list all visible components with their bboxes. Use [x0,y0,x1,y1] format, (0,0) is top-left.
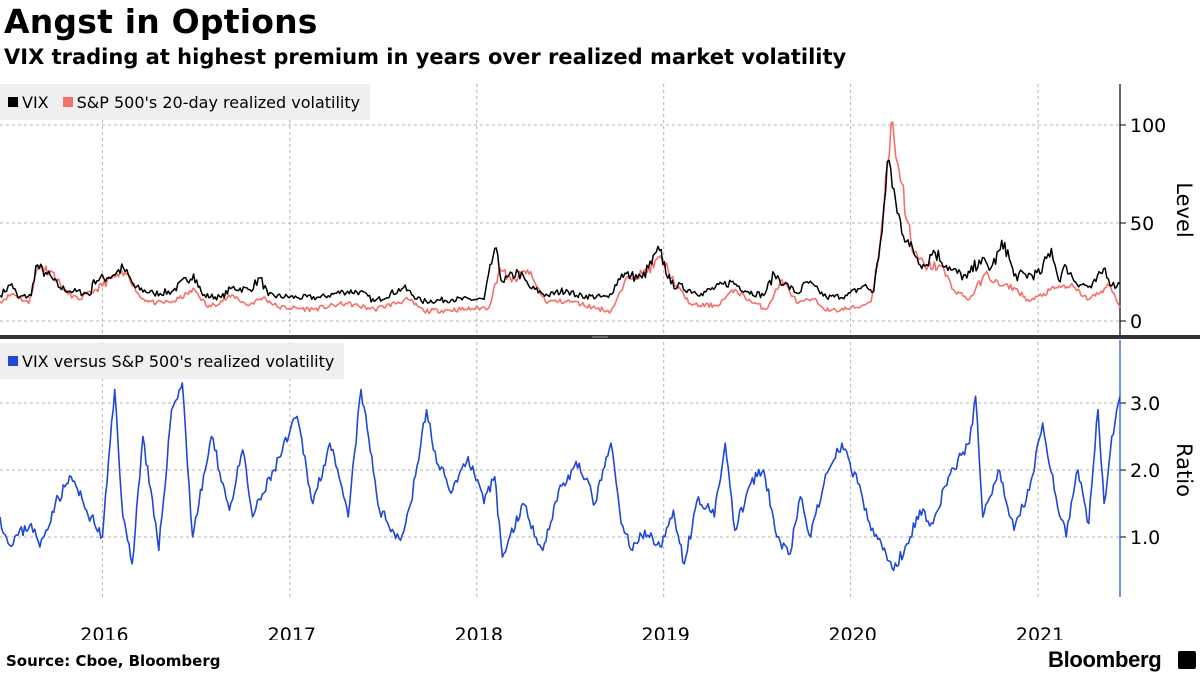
source-note: Source: Cboe, Bloomberg [6,652,221,670]
legend-swatch-ratio [8,356,18,366]
legend-item-realized: S&P 500's 20-day realized volatility [62,92,361,112]
x-tick-label: 2021 [1016,624,1064,640]
legend-label-realized: S&P 500's 20-day realized volatility [76,92,361,112]
legend-swatch-realized [62,97,73,107]
series-line-realized-volatility [0,121,1121,315]
chart-area: 2016 2017 2018 2019 2020 2021 0 50 100 Level 1.0 2.… [0,84,1200,640]
x-tick-label: 2018 [455,624,503,640]
y-tick-label: 0 [1130,311,1142,333]
y-tick-label: 1.0 [1130,527,1160,549]
legend-item-ratio: VIX versus S&P 500's realized volatility [8,352,334,371]
x-tick-label: 2020 [828,624,876,640]
legend-item-vix: VIX [8,93,49,112]
y-tick-label: 2.0 [1130,460,1160,482]
x-tick-label: 2016 [80,624,128,640]
x-tick-label: 2019 [642,624,690,640]
legend-bottom: VIX versus S&P 500's realized volatility [0,343,345,379]
series-line-ratio [0,382,1121,572]
legend-label-vix: VIX [22,92,49,112]
x-tick-label: 2017 [268,624,316,640]
legend-swatch-vix [8,97,18,107]
y-tick-label: 3.0 [1130,393,1160,415]
legend-top: VIX S&P 500's 20-day realized volatility [0,84,371,120]
chart-title: Angst in Options [4,2,318,41]
bloomberg-mark-icon [1178,651,1196,669]
ratio-axis-title: Ratio [1172,443,1196,497]
legend-label-ratio: VIX versus S&P 500's realized volatility [22,351,335,371]
series-line-vix [0,159,1121,305]
chart-subtitle: VIX trading at highest premium in years … [4,45,847,69]
y-tick-label: 50 [1130,213,1154,235]
level-axis-title: Level [1172,182,1196,237]
y-tick-label: 100 [1130,115,1166,137]
bloomberg-logo: Bloomberg [1048,647,1162,672]
